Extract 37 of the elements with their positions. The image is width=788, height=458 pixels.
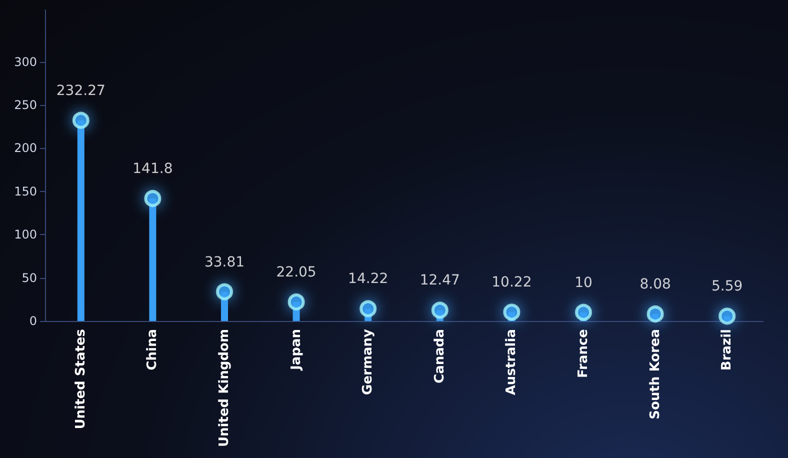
y-tick-label: 100 — [14, 228, 37, 242]
x-tick-label: South Korea — [648, 329, 663, 420]
x-tick-label: Canada — [432, 329, 448, 384]
data-label: 10.22 — [492, 274, 532, 291]
point — [431, 302, 448, 319]
x-tick-label: Japan — [288, 329, 304, 371]
data-label: 10 — [574, 274, 592, 291]
data-label: 22.05 — [276, 264, 316, 280]
point — [646, 306, 664, 323]
x-tick-label: Australia — [504, 329, 520, 396]
y-tick-label: 300 — [14, 54, 37, 69]
point — [216, 283, 233, 300]
point — [72, 112, 90, 129]
point — [718, 308, 736, 325]
x-tick-label: China — [145, 329, 160, 370]
data-label: 14.22 — [348, 271, 388, 288]
y-tick-label: 50 — [22, 270, 37, 285]
data-label: 12.47 — [420, 272, 460, 289]
point — [288, 293, 305, 310]
data-label: 232.27 — [56, 82, 106, 99]
point — [575, 304, 592, 321]
x-tick-label: Brazil — [720, 329, 735, 371]
x-tick-label: Germany — [360, 328, 376, 395]
x-tick-label: France — [576, 328, 591, 378]
y-tick-label: 200 — [14, 141, 37, 156]
data-label: 141.8 — [132, 161, 173, 177]
y-tick-label: 250 — [14, 98, 37, 112]
data-label: 33.81 — [204, 254, 245, 270]
point — [360, 300, 377, 318]
point — [503, 304, 520, 321]
x-tick-label: United States — [73, 328, 88, 430]
data-label: 8.08 — [640, 276, 671, 293]
x-tick-label: United Kingdom — [217, 329, 232, 448]
point — [144, 190, 162, 207]
data-label: 5.59 — [712, 278, 743, 295]
y-tick-label: 150 — [14, 184, 37, 198]
y-tick-label: 0 — [29, 314, 37, 328]
